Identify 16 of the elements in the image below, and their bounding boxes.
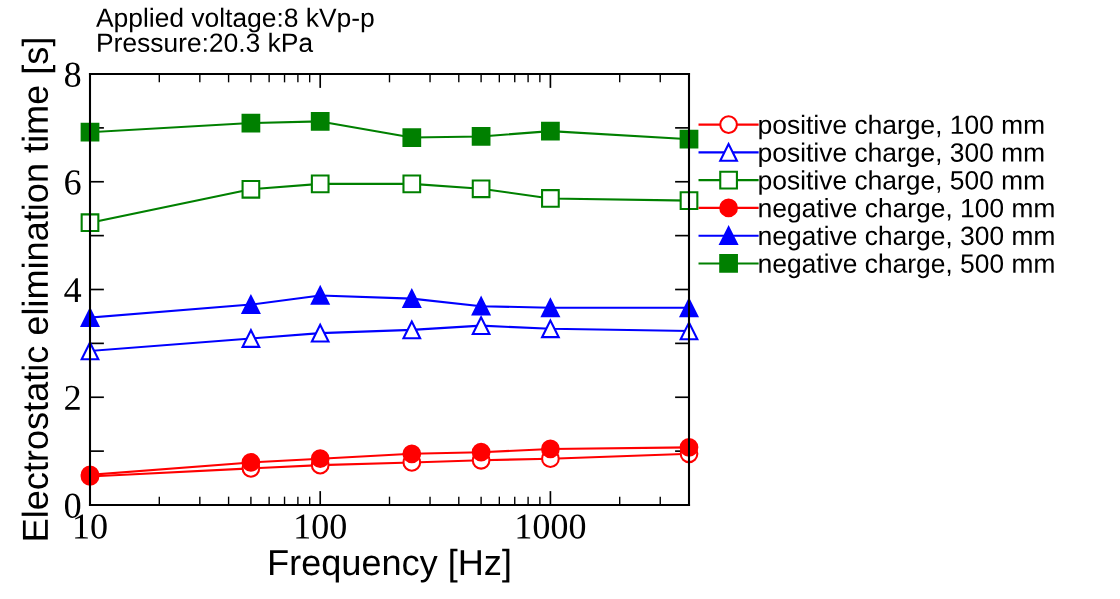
text: Pressure:20.3 kPa — [98, 32, 314, 53]
text: Applied voltage:8 kVp-p — [96, 7, 374, 33]
y-tick-label: 8 — [64, 62, 81, 87]
x-tick-label: 100 — [296, 514, 346, 539]
y-tick-label: 4 — [64, 278, 82, 303]
legend-label: negative charge, 100 mm — [759, 198, 1054, 223]
legend-label: positive charge, 500 mm — [759, 170, 1044, 195]
y-axis-title: Electrostatic elimination time [s] — [21, 39, 56, 540]
y-tick-label: 2 — [65, 385, 80, 410]
x-axis-title: Frequency [Hz] — [270, 548, 510, 583]
legend-label: negative charge, 500 mm — [759, 253, 1054, 279]
legend-label: negative charge, 300 mm — [759, 225, 1054, 251]
x-tick-label: 1000 — [517, 514, 586, 539]
legend-label: positive charge, 100 mm — [759, 114, 1044, 140]
y-tick-label: 6 — [65, 170, 81, 195]
legend-label: positive charge, 300 mm — [759, 142, 1044, 168]
